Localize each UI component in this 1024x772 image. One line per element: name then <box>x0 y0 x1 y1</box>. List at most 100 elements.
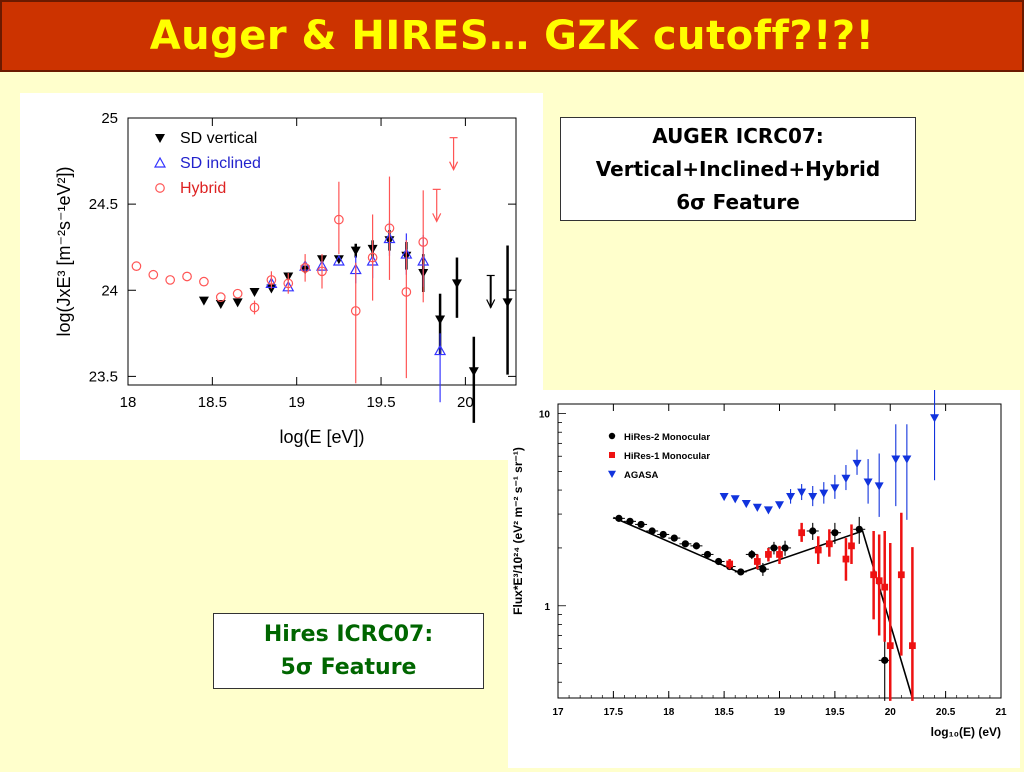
auger-x-tick-label: 18.5 <box>198 394 227 411</box>
hires-data-point <box>719 492 729 502</box>
hires-data-point <box>831 529 839 537</box>
auger-data-point <box>131 261 142 271</box>
hires-legend-label: HiRes-2 Monocular <box>624 432 710 443</box>
hires-data-point <box>881 656 889 664</box>
hires-x-tick-label: 17 <box>552 707 564 718</box>
auger-data-point <box>350 306 361 316</box>
hires-data-point <box>855 525 863 533</box>
hires-data-point <box>763 506 773 515</box>
auger-y-tick-label: 25 <box>101 110 118 127</box>
hires-data-point <box>842 555 850 563</box>
hires-data-point <box>886 642 894 650</box>
hires-data-point <box>648 527 656 535</box>
hires-broken-power-law-fit <box>613 516 914 699</box>
auger-x-tick-label: 18 <box>120 394 137 411</box>
hires-data-point <box>692 542 701 550</box>
hires-x-tick-label: 21 <box>995 707 1007 718</box>
hires-data-point <box>870 571 878 579</box>
hires-data-point <box>770 544 778 552</box>
auger-data-point <box>333 255 344 265</box>
hires-data-point <box>808 492 818 502</box>
auger-legend-label: Hybrid <box>180 180 226 197</box>
auger-x-tick-label: 19 <box>288 394 305 411</box>
hires-legend-marker <box>609 452 615 458</box>
auger-x-axis-label: log(E [eV]) <box>279 427 364 447</box>
hires-data-point <box>830 484 840 493</box>
hires-legend-label: AGASA <box>624 470 658 481</box>
hires-chart-panel: 17 17.5 18 18.5 19 19.5 20 20.5 21 1 10 log₁₀(E) (e… <box>508 382 1020 768</box>
hires-data-point <box>703 550 712 559</box>
hires-data-point <box>615 514 623 522</box>
auger-x-tick-label: 19.5 <box>366 394 395 411</box>
auger-data-point <box>283 278 294 289</box>
hires-data-point <box>781 544 789 552</box>
hires-data-point <box>753 558 761 565</box>
hires-data-point <box>902 455 912 464</box>
auger-data-point <box>317 266 327 277</box>
auger-y-tick-label: 24.5 <box>89 196 118 213</box>
hires-data-point <box>875 577 883 585</box>
hires-data-point <box>626 517 634 525</box>
hires-data-point <box>748 550 756 559</box>
hires-data-point <box>670 534 678 542</box>
hires-data-point <box>775 501 784 510</box>
auger-data-point <box>334 214 344 225</box>
hires-data-point <box>819 489 829 498</box>
auger-data-point <box>332 254 345 266</box>
auger-data-point <box>198 296 209 306</box>
hires-legend-marker <box>608 470 616 478</box>
hires-data-point <box>737 568 745 576</box>
hires-data-point <box>752 503 762 512</box>
auger-y-tick-label: 23.5 <box>89 368 118 385</box>
hires-caption-line-1: Hires ICRC07: <box>263 622 434 647</box>
auger-upper-limit-arrow <box>432 213 442 223</box>
hires-data-point <box>881 583 889 591</box>
auger-data-point <box>350 246 361 256</box>
auger-data-point <box>434 344 447 356</box>
auger-data-point <box>384 223 395 234</box>
auger-upper-limit-arrow <box>449 161 459 172</box>
auger-chart-panel: 18 18.5 19 19.5 20 23.5 24 24.5 25 log(E [eV]) log… <box>20 93 543 460</box>
auger-data-point <box>182 271 192 282</box>
hires-x-tick-label: 20 <box>885 707 897 718</box>
hires-caption-line-2: 5σ Feature <box>280 655 417 680</box>
hires-data-point <box>730 495 740 504</box>
hires-data-point <box>874 482 884 491</box>
auger-legend-marker <box>153 156 167 168</box>
auger-data-point <box>401 287 412 297</box>
auger-data-point <box>232 298 243 308</box>
title-bar: Auger & HIRES… GZK cutoff?!?! <box>0 0 1024 72</box>
hires-x-tick-label: 17.5 <box>604 707 624 718</box>
hires-legend-marker <box>608 432 616 440</box>
auger-legend-marker <box>155 183 165 193</box>
hires-data-point <box>741 500 751 509</box>
hires-data-point <box>765 551 772 558</box>
hires-data-point <box>897 571 905 579</box>
auger-caption-box: AUGER ICRC07: Vertical+Inclined+Hybrid 6… <box>560 117 916 221</box>
auger-caption-line-1: AUGER ICRC07: <box>652 124 824 148</box>
hires-y-tick-label: 1 <box>544 602 550 613</box>
hires-data-point <box>841 474 851 483</box>
auger-data-point <box>468 367 479 377</box>
hires-data-point <box>714 557 723 566</box>
hires-data-point <box>848 542 855 550</box>
hires-data-point <box>798 529 806 537</box>
hires-data-point <box>797 488 807 497</box>
auger-data-point <box>435 315 446 325</box>
auger-caption-line-3: 6σ Feature <box>676 190 800 214</box>
hires-data-point <box>809 527 817 535</box>
hires-x-tick-label: 18 <box>663 707 675 718</box>
auger-data-point <box>367 252 378 263</box>
auger-data-point <box>502 298 513 308</box>
hires-data-point <box>909 642 916 650</box>
auger-legend-label: SD inclined <box>180 155 261 172</box>
auger-y-axis-label: log(JxE³ [m⁻²s⁻¹eV²]) <box>54 166 74 336</box>
auger-data-point <box>199 276 209 287</box>
auger-data-point <box>148 269 159 280</box>
auger-y-tick-label: 24 <box>101 282 118 299</box>
hires-data-point <box>852 459 862 468</box>
auger-data-point <box>418 237 429 247</box>
auger-data-point <box>249 302 260 313</box>
auger-legend-marker <box>155 134 165 143</box>
hires-spectrum-chart: 17 17.5 18 18.5 19 19.5 20 20.5 21 1 10 log₁₀(E) (e… <box>511 382 1007 739</box>
